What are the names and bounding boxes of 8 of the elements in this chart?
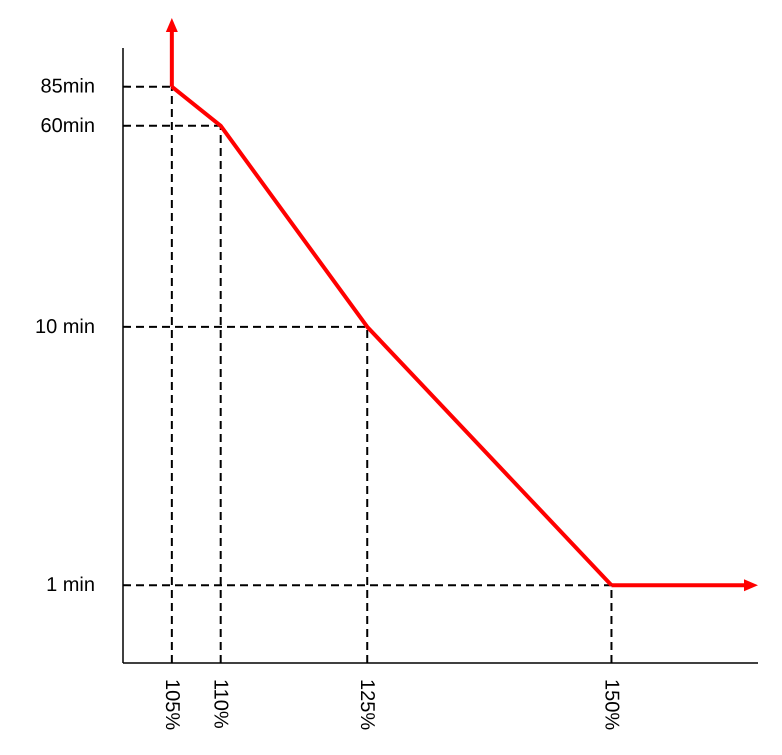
y-tick-label: 60min	[40, 114, 95, 137]
x-tick-label: 110%	[210, 679, 232, 729]
y-tick-label: 1 min	[46, 574, 95, 596]
x-tick-label: 105%	[160, 679, 183, 730]
x-tick-label: 150%	[600, 679, 622, 730]
x-tick-label: 125%	[356, 679, 378, 730]
y-tick-label: 10 min	[34, 316, 95, 338]
y-tick-label: 85min	[40, 76, 95, 98]
